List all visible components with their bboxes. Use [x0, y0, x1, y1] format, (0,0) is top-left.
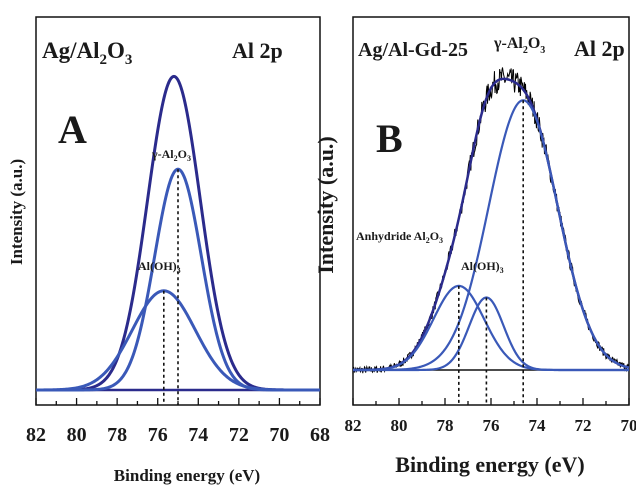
panel-b-ticks: 82 80 78 76 74 72 70: [345, 398, 636, 435]
x-tick-label: 70: [269, 424, 289, 446]
panel-b-letter: B: [376, 116, 403, 161]
panel-a: 82 80 78 76 74 72 70 68 Ag/Al2O3 Al 2p A Intens…: [7, 16, 330, 485]
panel-b-xlabel: Binding energy (eV): [395, 452, 584, 477]
panel-a-annot-gamma-al2o3: γ-Al2O3: [151, 147, 191, 163]
panel-a-region-label: Al 2p: [232, 38, 283, 63]
x-tick-label: 74: [529, 416, 547, 435]
panel-a-ylabel: Intensity (a.u.): [7, 159, 26, 265]
panel-b-marks: [352, 67, 630, 405]
component-line-3: [353, 296, 629, 372]
panel-a-letter: A: [58, 107, 87, 152]
panel-a-sample-title: Ag/Al2O3: [42, 38, 132, 68]
raw-spectrum-line: [352, 67, 630, 374]
panel-a-marks: [36, 74, 320, 405]
panel-b-annot-aloh3: Al(OH)3: [461, 259, 504, 275]
panel-a-annot-aloh3: Al(OH)3: [138, 259, 181, 275]
panel-a-xlabel: Binding energy (eV): [114, 466, 260, 485]
x-tick-label: 80: [67, 424, 87, 446]
panel-b-sample-title: Ag/Al-Gd-25: [358, 39, 468, 61]
panel-b-region-label: Al 2p: [574, 36, 625, 61]
panel-a-frame: [35, 16, 321, 406]
x-tick-label: 76: [148, 424, 168, 446]
x-tick-label: 68: [310, 424, 330, 446]
panel-b: 82 80 78 76 74 72 70 Ag/Al-Gd-25 γ-Al2O3 Al 2p…: [313, 16, 636, 477]
panel-b-ylabel: Intensity (a.u.): [313, 136, 338, 274]
x-tick-label: 72: [229, 424, 249, 446]
panel-b-annot-gamma-al2o3: γ-Al2O3: [493, 35, 545, 56]
x-tick-label: 78: [437, 416, 454, 435]
panel-a-ticks: 82 80 78 76 74 72 70 68: [26, 398, 330, 446]
x-tick-label: 80: [391, 416, 408, 435]
x-tick-label: 76: [483, 416, 500, 435]
x-tick-label: 82: [345, 416, 362, 435]
x-tick-label: 70: [621, 416, 636, 435]
x-tick-label: 74: [188, 424, 208, 446]
component-line-2: [36, 289, 320, 392]
panel-b-annot-anhydride: Anhydride Al2O3: [356, 229, 443, 245]
x-tick-label: 82: [26, 424, 46, 446]
panel-b-frame: [352, 16, 630, 406]
x-tick-label: 72: [575, 416, 592, 435]
x-tick-label: 78: [107, 424, 127, 446]
